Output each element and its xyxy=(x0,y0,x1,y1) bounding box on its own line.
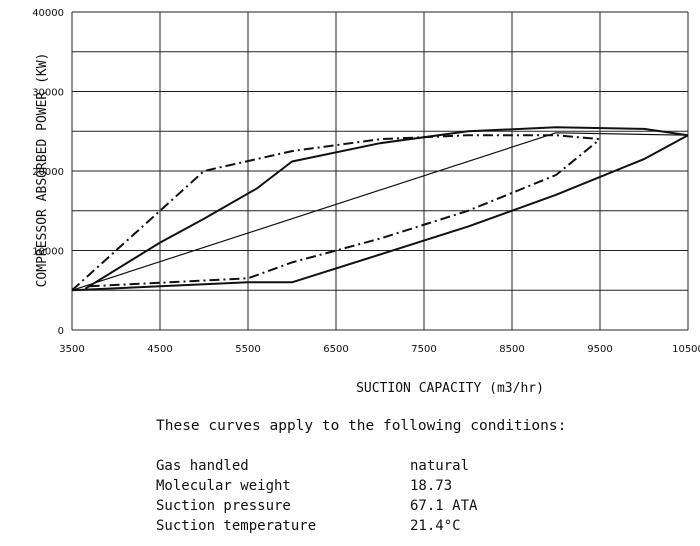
x-tick-label: 8500 xyxy=(499,344,524,355)
series-lines xyxy=(71,126,689,292)
y-axis-label: COMPRESSOR ABSORBED POWER (KW) xyxy=(35,53,50,288)
x-tick-label: 4500 xyxy=(147,344,172,355)
grid xyxy=(71,11,689,331)
series-line-2 xyxy=(84,126,689,290)
conditions-title: These curves apply to the following cond… xyxy=(156,418,567,434)
y-tick-label: 10000 xyxy=(32,247,64,258)
condition-label-suction-pressure: Suction pressure xyxy=(156,498,291,514)
x-tick-label: 5500 xyxy=(235,344,260,355)
condition-label-suction-temperature: Suction temperature xyxy=(156,518,317,534)
condition-value-gas: natural xyxy=(410,458,470,474)
y-tick-label: 20000 xyxy=(32,167,64,178)
series-line-3 xyxy=(71,134,601,292)
series-line-5 xyxy=(71,132,689,291)
x-tick-label: 3500 xyxy=(59,344,84,355)
y-tick-label: 40000 xyxy=(32,8,64,19)
x-tick-label: 7500 xyxy=(411,344,436,355)
y-tick-label: 0 xyxy=(58,326,64,337)
y-tick-label: 30000 xyxy=(32,88,64,99)
condition-value-suction-temperature: 21.4°C xyxy=(410,518,461,534)
condition-value-molecular-weight: 18.73 xyxy=(410,478,453,494)
condition-label-molecular-weight: Molecular weight xyxy=(156,478,291,494)
series-line-1 xyxy=(71,134,689,292)
x-tick-label: 9500 xyxy=(587,344,612,355)
series-line-4 xyxy=(89,138,601,288)
condition-label-gas: Gas handled xyxy=(156,458,249,474)
condition-value-suction-pressure: 67.1 ATA xyxy=(410,498,478,514)
x-axis-label: SUCTION CAPACITY (m3/hr) xyxy=(356,381,544,396)
x-tick-label: 6500 xyxy=(323,344,348,355)
